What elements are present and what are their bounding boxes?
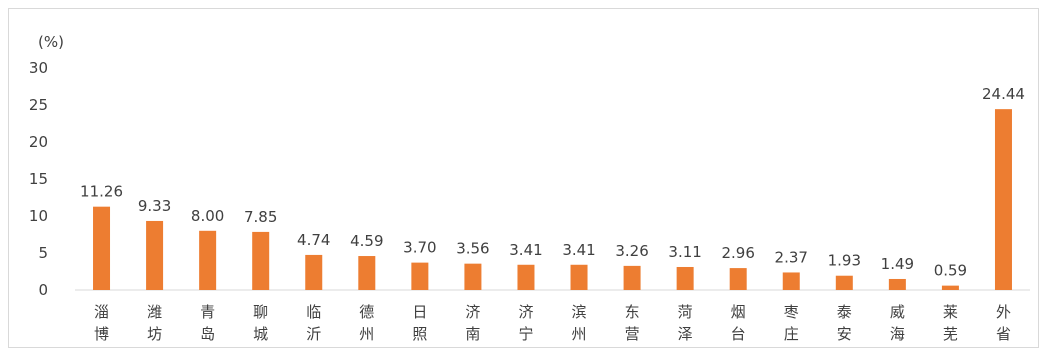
- bar: [517, 264, 535, 290]
- data-label: 4.74: [297, 231, 330, 249]
- bar: [411, 262, 429, 290]
- category-label: 青岛: [200, 303, 215, 343]
- bar: [464, 263, 482, 290]
- category-label: 枣庄: [784, 303, 799, 343]
- data-label: 3.56: [456, 240, 489, 258]
- category-label: 菏泽: [678, 303, 693, 343]
- data-label: 0.59: [934, 262, 967, 280]
- bar: [199, 230, 217, 290]
- data-label: 3.26: [615, 242, 648, 260]
- y-tick-label: 30: [29, 59, 48, 77]
- category-label: 烟台: [731, 303, 746, 343]
- category-label: 潍坊: [147, 303, 162, 343]
- bar: [888, 278, 906, 290]
- data-label: 11.26: [80, 183, 123, 201]
- category-label: 淄博: [94, 303, 109, 343]
- data-label: 1.93: [828, 252, 861, 270]
- bar: [252, 231, 270, 290]
- y-tick-label: 10: [29, 207, 48, 225]
- bar: [676, 266, 694, 290]
- chart-frame: [8, 8, 1039, 348]
- data-label: 3.41: [562, 241, 595, 259]
- data-label: 3.70: [403, 239, 436, 257]
- y-axis-unit-label: (%): [38, 33, 64, 51]
- category-label: 德州: [359, 303, 374, 343]
- category-label: 泰安: [837, 303, 852, 343]
- y-tick-label: 25: [29, 96, 48, 114]
- data-label: 24.44: [982, 85, 1025, 103]
- y-axis-ticks: 0 5 10 15 20 25 30: [29, 59, 48, 299]
- bar: [93, 206, 111, 290]
- bar: [570, 264, 588, 290]
- bar: [729, 268, 747, 290]
- category-label: 济宁: [518, 303, 533, 343]
- category-label: 东营: [625, 303, 640, 343]
- data-label: 3.41: [509, 241, 542, 259]
- category-label: 济南: [465, 303, 480, 343]
- category-label: 临沂: [306, 303, 321, 343]
- data-label: 3.11: [668, 243, 701, 261]
- bars: [93, 109, 1012, 290]
- bar: [994, 109, 1012, 290]
- data-label: 1.49: [881, 255, 914, 273]
- bar: [835, 275, 853, 290]
- data-label: 4.59: [350, 232, 383, 250]
- category-label: 日照: [412, 303, 427, 343]
- y-tick-label: 20: [29, 133, 48, 151]
- y-tick-label: 5: [38, 244, 48, 262]
- bar: [358, 256, 376, 290]
- category-label: 聊城: [253, 303, 268, 343]
- bar: [623, 265, 641, 290]
- data-labels: 11.26 9.33 8.00 7.85 4.74 4.59 3.70 3.56 3.41 3.4…: [80, 85, 1025, 279]
- data-label: 7.85: [244, 208, 277, 226]
- category-label: 外省: [996, 303, 1011, 343]
- data-label: 8.00: [191, 207, 224, 225]
- bar: [782, 272, 800, 290]
- bar: [305, 254, 323, 290]
- data-label: 2.37: [775, 248, 808, 266]
- category-label: 威海: [890, 303, 905, 343]
- category-label: 莱芜: [943, 303, 958, 343]
- bar: [941, 285, 959, 290]
- data-label: 9.33: [138, 197, 171, 215]
- y-tick-label: 15: [29, 170, 48, 188]
- data-label: 2.96: [721, 244, 754, 262]
- bar: [146, 220, 164, 290]
- category-label: 滨州: [572, 303, 587, 343]
- y-tick-label: 0: [38, 281, 48, 299]
